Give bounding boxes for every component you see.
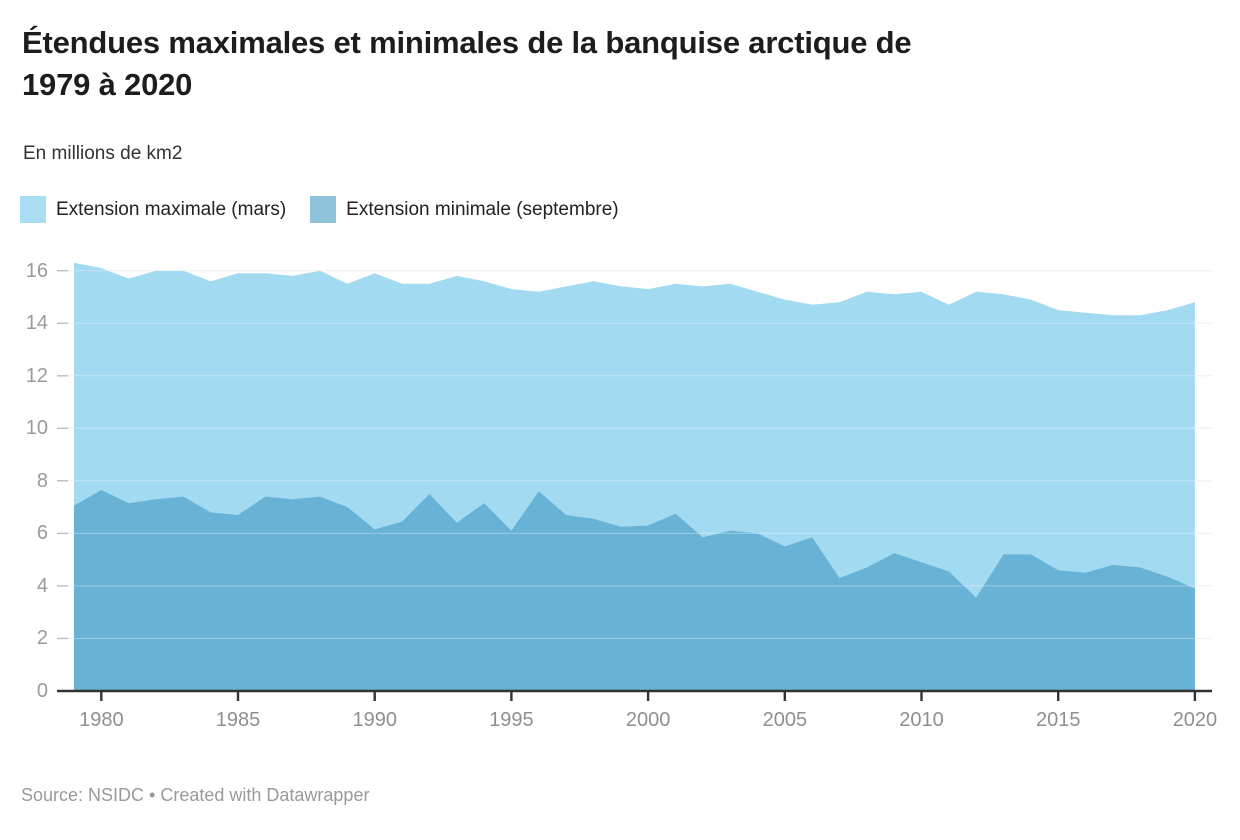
x-axis-label: 2020 [1172,709,1218,731]
chart-subtitle: En millions de km2 [23,143,183,164]
legend-item-max: Extension maximale (mars) [20,196,286,223]
x-axis-label: 1980 [79,709,124,731]
y-axis-label: 14 [25,312,48,335]
y-axis-label: 8 [36,469,48,492]
y-axis-label: 16 [25,259,48,282]
y-axis-label: 0 [36,680,48,702]
x-axis-label: 1995 [489,709,534,731]
y-axis-label: 4 [36,574,48,597]
x-axis-label: 1985 [215,709,261,731]
y-axis-label: 2 [36,627,48,650]
chart-title-line2: 1979 à 2020 [22,66,193,102]
legend: Extension maximale (mars) Extension mini… [20,196,619,223]
y-axis-label: 12 [25,364,48,387]
legend-swatch-min-icon [310,196,337,223]
x-axis-label: 1990 [352,709,397,731]
y-axis-label: 10 [25,417,48,440]
legend-swatch-max-icon [20,196,46,223]
legend-label-min: Extension minimale (septembre) [346,198,619,220]
x-axis-label: 2000 [625,709,671,731]
x-axis-label: 2015 [1035,709,1081,731]
footer-attribution: Source: NSIDC • Created with Datawrapper [21,785,370,805]
y-axis-label: 6 [36,522,48,545]
legend-item-min: Extension minimale (septembre) [310,196,619,223]
chart-title-line1: Étendues maximales et minimales de la ba… [22,25,912,60]
chart-title: Étendues maximales et minimales de la ba… [22,22,1222,105]
x-axis-label: 2010 [899,709,944,731]
legend-label-max: Extension maximale (mars) [56,198,287,220]
area-minimale [74,490,1195,691]
x-axis-label: 2005 [762,709,808,731]
area-maximale [74,262,1195,691]
